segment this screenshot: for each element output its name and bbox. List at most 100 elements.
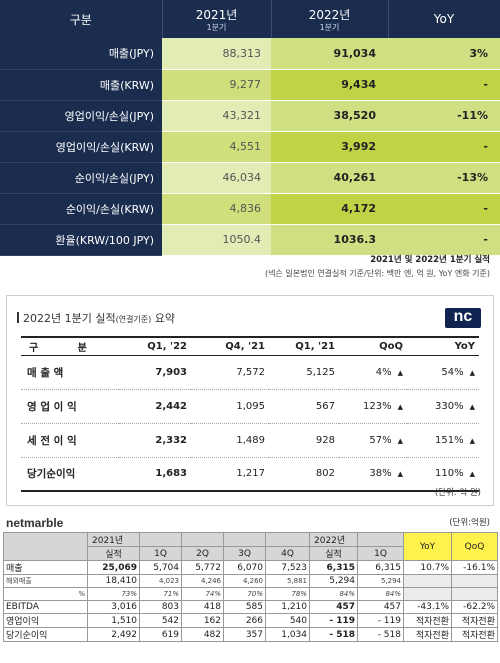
cell: 6,315 bbox=[357, 560, 404, 575]
nc-title-suffix: 요약 bbox=[151, 312, 176, 325]
row-label: 영업이익 bbox=[3, 613, 88, 628]
nexon-note-sub: (넥슨 일본법인 연결실적 기준/단위: 백만 엔, 억 원, YoY 엔화 기… bbox=[264, 269, 490, 278]
value-2022: 38,520 bbox=[271, 100, 388, 132]
cell: 542 bbox=[139, 613, 182, 628]
value-qoq: 38% ▲ bbox=[339, 457, 407, 492]
value-yoy: -11% bbox=[388, 100, 500, 132]
value-q421: 7,572 bbox=[191, 355, 269, 390]
nexon-row: 환율(KRW/100 JPY) 1050.4 1036.3 - bbox=[0, 224, 500, 256]
nc-col-q122: Q1, '22 bbox=[119, 336, 191, 356]
nm-header-blank bbox=[3, 532, 88, 561]
value-2022: 9,434 bbox=[271, 69, 388, 101]
value-qoq: 57% ▲ bbox=[339, 423, 407, 458]
value-yoy: -13% bbox=[388, 162, 500, 194]
cell: - 119 bbox=[357, 613, 404, 628]
nc-row: 영 업 이 익 2,442 1,095 567 123% ▲ 330% ▲ bbox=[21, 389, 479, 424]
value-q122: 1,683 bbox=[119, 457, 191, 492]
nm-header-yoy: YoY bbox=[403, 532, 452, 561]
cell: 4,260 bbox=[223, 574, 266, 588]
nexon-row: 매출(JPY) 88,313 91,034 3% bbox=[0, 38, 500, 70]
value-q421: 1,489 bbox=[191, 423, 269, 458]
value-2021: 43,321 bbox=[162, 100, 271, 132]
row-label: 환율(KRW/100 JPY) bbox=[0, 224, 162, 256]
value-q421: 1,095 bbox=[191, 389, 269, 424]
cell: 3,016 bbox=[87, 600, 140, 614]
yoy-text: 330% bbox=[435, 400, 464, 412]
row-label: 영 업 이 익 bbox=[21, 389, 119, 424]
cell: 84% bbox=[357, 587, 404, 601]
cell: 4,246 bbox=[181, 574, 224, 588]
row-label: 당기순이익 bbox=[3, 627, 88, 642]
cell: -62.2% bbox=[451, 600, 498, 614]
nm-header-1q-2022: 1Q bbox=[357, 546, 404, 561]
nm-header-4q: 4Q bbox=[265, 546, 310, 561]
yoy-text: 110% bbox=[435, 468, 464, 480]
cell: 803 bbox=[139, 600, 182, 614]
up-arrow-icon: ▲ bbox=[469, 470, 475, 479]
cell: 1,210 bbox=[265, 600, 310, 614]
nc-title-basis: (연결기준) bbox=[115, 315, 152, 324]
nm-header-spacer bbox=[139, 532, 182, 547]
value-2022: 91,034 bbox=[271, 38, 388, 70]
cell: 적자전환 bbox=[451, 613, 498, 628]
value-2022: 3,992 bbox=[271, 131, 388, 163]
up-arrow-icon: ▲ bbox=[469, 436, 475, 445]
nm-header-spacer bbox=[181, 532, 224, 547]
yoy-text: 151% bbox=[435, 434, 464, 446]
nm-header-actual: 실적 bbox=[87, 546, 140, 561]
netmarble-logo: netmarble bbox=[6, 516, 64, 530]
value-2021: 4,836 bbox=[162, 193, 271, 225]
row-label: 해외매출 bbox=[3, 574, 88, 588]
header-yoy: YoY bbox=[388, 0, 500, 38]
header-2021-year: 2021년 bbox=[195, 8, 238, 22]
value-yoy: 330% ▲ bbox=[407, 389, 479, 424]
nc-table: 구 분 Q1, '22 Q4, '21 Q1, '21 QoQ YoY 매 출 … bbox=[21, 336, 479, 492]
value-q122: 7,903 bbox=[119, 355, 191, 390]
header-category: 구분 bbox=[0, 0, 163, 38]
cell: 25,069 bbox=[87, 560, 140, 575]
nc-results-box: 2022년 1분기 실적(연결기준) 요약 nc 구 분 Q1, '22 Q4,… bbox=[6, 295, 494, 506]
value-yoy: - bbox=[388, 131, 500, 163]
nm-header-spacer bbox=[223, 532, 266, 547]
row-label: 매 출 액 bbox=[21, 355, 119, 390]
qoq-text: 4% bbox=[375, 366, 392, 378]
cell: 5,294 bbox=[357, 574, 404, 588]
nm-header-actual-2022: 실적 bbox=[309, 546, 358, 561]
value-2022: 4,172 bbox=[271, 193, 388, 225]
value-q122: 2,332 bbox=[119, 423, 191, 458]
cell: 6,070 bbox=[223, 560, 266, 575]
cell: 18,410 bbox=[87, 574, 140, 588]
nexon-header-row: 구분 2021년 1분기 2022년 1분기 YoY bbox=[0, 0, 500, 38]
cell: 162 bbox=[181, 613, 224, 628]
up-arrow-icon: ▲ bbox=[397, 368, 403, 377]
nm-header-row-1: 2021년 2022년 YoY QoQ bbox=[3, 532, 498, 561]
qoq-text: 57% bbox=[369, 434, 392, 446]
value-yoy: - bbox=[388, 193, 500, 225]
nm-header-2021: 2021년 bbox=[87, 532, 140, 547]
cell: - 119 bbox=[309, 613, 358, 628]
nm-header-3q: 3Q bbox=[223, 546, 266, 561]
value-yoy: 3% bbox=[388, 38, 500, 70]
nc-unit: (단위: 억 원) bbox=[434, 488, 481, 498]
value-yoy: - bbox=[388, 69, 500, 101]
value-q121: 928 bbox=[269, 423, 339, 458]
nc-row: 당기순이익 1,683 1,217 802 38% ▲ 110% ▲ bbox=[21, 457, 479, 492]
up-arrow-icon: ▲ bbox=[397, 402, 403, 411]
nexon-row: 영업이익/손실(JPY) 43,321 38,520 -11% bbox=[0, 100, 500, 132]
value-2022: 40,261 bbox=[271, 162, 388, 194]
up-arrow-icon: ▲ bbox=[397, 470, 403, 479]
row-label: 순이익/손실(KRW) bbox=[0, 193, 162, 225]
nc-col-category: 구 분 bbox=[21, 336, 119, 356]
cell: 266 bbox=[223, 613, 266, 628]
row-label: 세 전 이 익 bbox=[21, 423, 119, 458]
qoq-text: 123% bbox=[363, 400, 392, 412]
cell: 적자전환 bbox=[403, 627, 452, 642]
row-label: 당기순이익 bbox=[21, 457, 119, 492]
cell: 6,315 bbox=[309, 560, 358, 575]
cell: 457 bbox=[309, 600, 358, 614]
nexon-row: 영업이익/손실(KRW) 4,551 3,992 - bbox=[0, 131, 500, 163]
value-yoy: - bbox=[388, 224, 500, 256]
header-2022-year: 2022년 bbox=[308, 8, 351, 22]
cell: 1,034 bbox=[265, 627, 310, 642]
nm-row-op: 영업이익 1,510 542 162 266 540 - 119 - 119 적… bbox=[3, 613, 498, 628]
